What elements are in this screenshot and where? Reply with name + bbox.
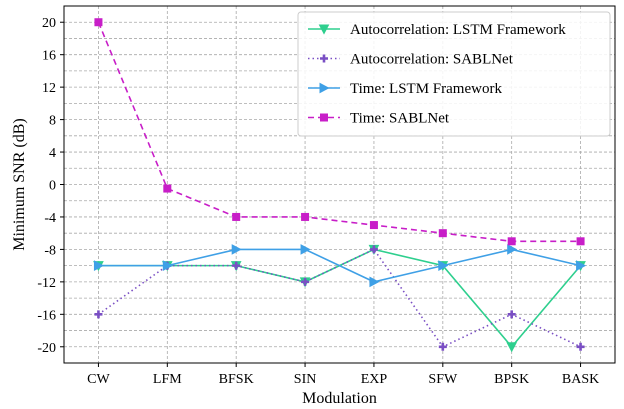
y-tick-labels: 20 16 12 8 4 0 -4 -8 -12 -16 -20 (37, 16, 56, 356)
data-point (369, 221, 378, 230)
x-tick-label: EXP (361, 372, 388, 387)
legend-box (297, 11, 611, 137)
y-tick-label: 16 (42, 49, 56, 64)
y-axis-label: Minimum SNR (dB) (11, 118, 28, 250)
y-tick-label: 8 (49, 114, 56, 129)
data-point (94, 18, 103, 27)
data-point (300, 244, 311, 255)
series-3 (93, 244, 587, 288)
data-point (162, 260, 173, 271)
data-point (231, 244, 242, 255)
data-point (438, 229, 447, 238)
x-tick-label: BASK (562, 372, 599, 387)
data-point (506, 342, 518, 353)
legend-marker (318, 24, 330, 35)
y-tick-label: 0 (49, 179, 56, 194)
legend-marker (320, 54, 328, 63)
data-point (438, 260, 449, 271)
data-point (507, 244, 518, 255)
legend-entry: Time: LSTM Framework (308, 81, 502, 97)
data-point (369, 276, 380, 288)
legend-entry: Time: SABLNet (308, 111, 450, 127)
data-point (301, 212, 310, 221)
data-point (163, 184, 172, 193)
legend-label: Time: SABLNet (350, 111, 450, 127)
data-point (94, 310, 103, 319)
data-point (507, 237, 516, 246)
series-line (98, 248, 581, 283)
y-tick-label: -8 (44, 243, 56, 258)
series-layer (93, 18, 587, 353)
y-tick-label: 4 (49, 146, 56, 161)
data-point (232, 261, 241, 270)
data-point (438, 342, 447, 351)
legend-entry: Autocorrelation: SABLNet (308, 52, 514, 68)
y-tick-label: -4 (44, 211, 56, 226)
series-line (97, 21, 581, 243)
x-tick-label: BFSK (219, 372, 254, 387)
series-4 (94, 18, 585, 246)
x-tick-labels: CW LFM BFSK SIN EXP SFW BPSK BASK (87, 372, 599, 387)
data-point (576, 237, 585, 246)
axis-ticks (60, 21, 582, 367)
legend: Autocorrelation: LSTM Framework Autocorre… (297, 11, 611, 137)
legend-label: Autocorrelation: LSTM Framework (350, 22, 566, 38)
x-tick-label: SFW (428, 372, 458, 387)
data-point (369, 245, 378, 254)
x-tick-label: SIN (294, 372, 317, 387)
y-tick-label: 12 (42, 81, 56, 96)
data-point (576, 342, 585, 351)
y-tick-label: -12 (37, 276, 56, 291)
legend-entry: Autocorrelation: LSTM Framework (308, 22, 566, 38)
x-axis-label: Modulation (302, 390, 377, 407)
data-point (507, 310, 516, 319)
x-tick-label: LFM (153, 372, 182, 387)
legend-label: Autocorrelation: SABLNet (350, 52, 514, 68)
y-tick-label: 20 (42, 16, 56, 31)
legend-marker (319, 82, 330, 94)
y-tick-label: -20 (37, 341, 56, 356)
data-point (232, 212, 241, 221)
x-tick-label: CW (87, 372, 110, 387)
legend-label: Time: LSTM Framework (350, 81, 502, 97)
data-point (576, 260, 587, 271)
data-point (301, 277, 310, 286)
x-tick-label: BPSK (494, 372, 529, 387)
legend-marker (320, 113, 328, 122)
data-point (93, 260, 105, 271)
y-tick-label: -16 (37, 308, 56, 323)
